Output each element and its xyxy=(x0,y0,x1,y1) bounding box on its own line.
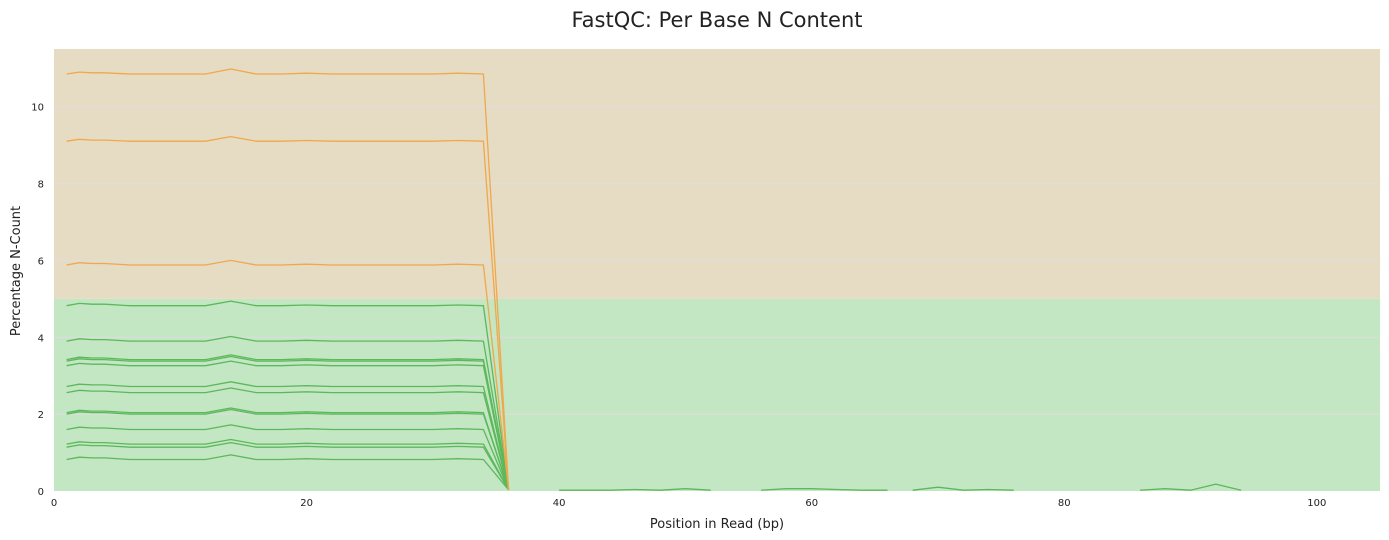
series-line-pass xyxy=(66,335,510,490)
x-axis-title: Position in Read (bp) xyxy=(650,517,784,532)
status-bands xyxy=(54,49,1380,491)
series-line-pass xyxy=(66,387,510,490)
series-line-pass xyxy=(66,441,510,491)
x-tick-label: 20 xyxy=(300,498,313,509)
series-line-pass xyxy=(66,407,510,491)
y-tick-label: 2 xyxy=(38,410,44,421)
series-line-pass xyxy=(66,454,510,491)
tail-segment xyxy=(559,488,711,491)
x-tick-label: 100 xyxy=(1307,498,1326,509)
series-line-pass xyxy=(66,381,510,490)
x-tick-label: 60 xyxy=(805,498,818,509)
x-axis-ticks: 0 20 40 60 80 100 xyxy=(51,498,1327,509)
band-warn xyxy=(54,49,1380,299)
series-line-pass xyxy=(66,355,510,490)
band-pass xyxy=(54,298,1380,491)
series-line-pass xyxy=(66,424,510,491)
series-line-pass xyxy=(66,408,510,491)
series-line-warn xyxy=(66,259,510,490)
tail-segment xyxy=(912,486,1014,491)
y-axis-title: Percentage N-Count xyxy=(9,206,24,336)
series-line-pass xyxy=(66,354,510,490)
series-line-warn xyxy=(66,135,510,490)
series-line-pass xyxy=(66,300,510,490)
chart-title: FastQC: Per Base N Content xyxy=(572,8,863,32)
tail-segment xyxy=(1140,483,1242,491)
y-tick-label: 10 xyxy=(31,103,44,114)
x-tick-label: 0 xyxy=(51,498,57,509)
y-tick-label: 4 xyxy=(38,333,44,344)
series-line-pass xyxy=(66,360,510,490)
y-tick-label: 0 xyxy=(38,487,44,498)
series-line-warn xyxy=(66,68,510,490)
y-axis-ticks: 0 2 4 6 8 10 xyxy=(31,103,44,498)
x-tick-label: 80 xyxy=(1058,498,1071,509)
y-tick-label: 6 xyxy=(38,256,44,267)
series-line-pass xyxy=(66,438,510,491)
x-tick-label: 40 xyxy=(553,498,566,509)
grid-lines xyxy=(54,106,1380,415)
y-tick-label: 8 xyxy=(38,180,44,191)
series-layer xyxy=(66,68,1242,491)
tail-segment xyxy=(761,488,888,491)
